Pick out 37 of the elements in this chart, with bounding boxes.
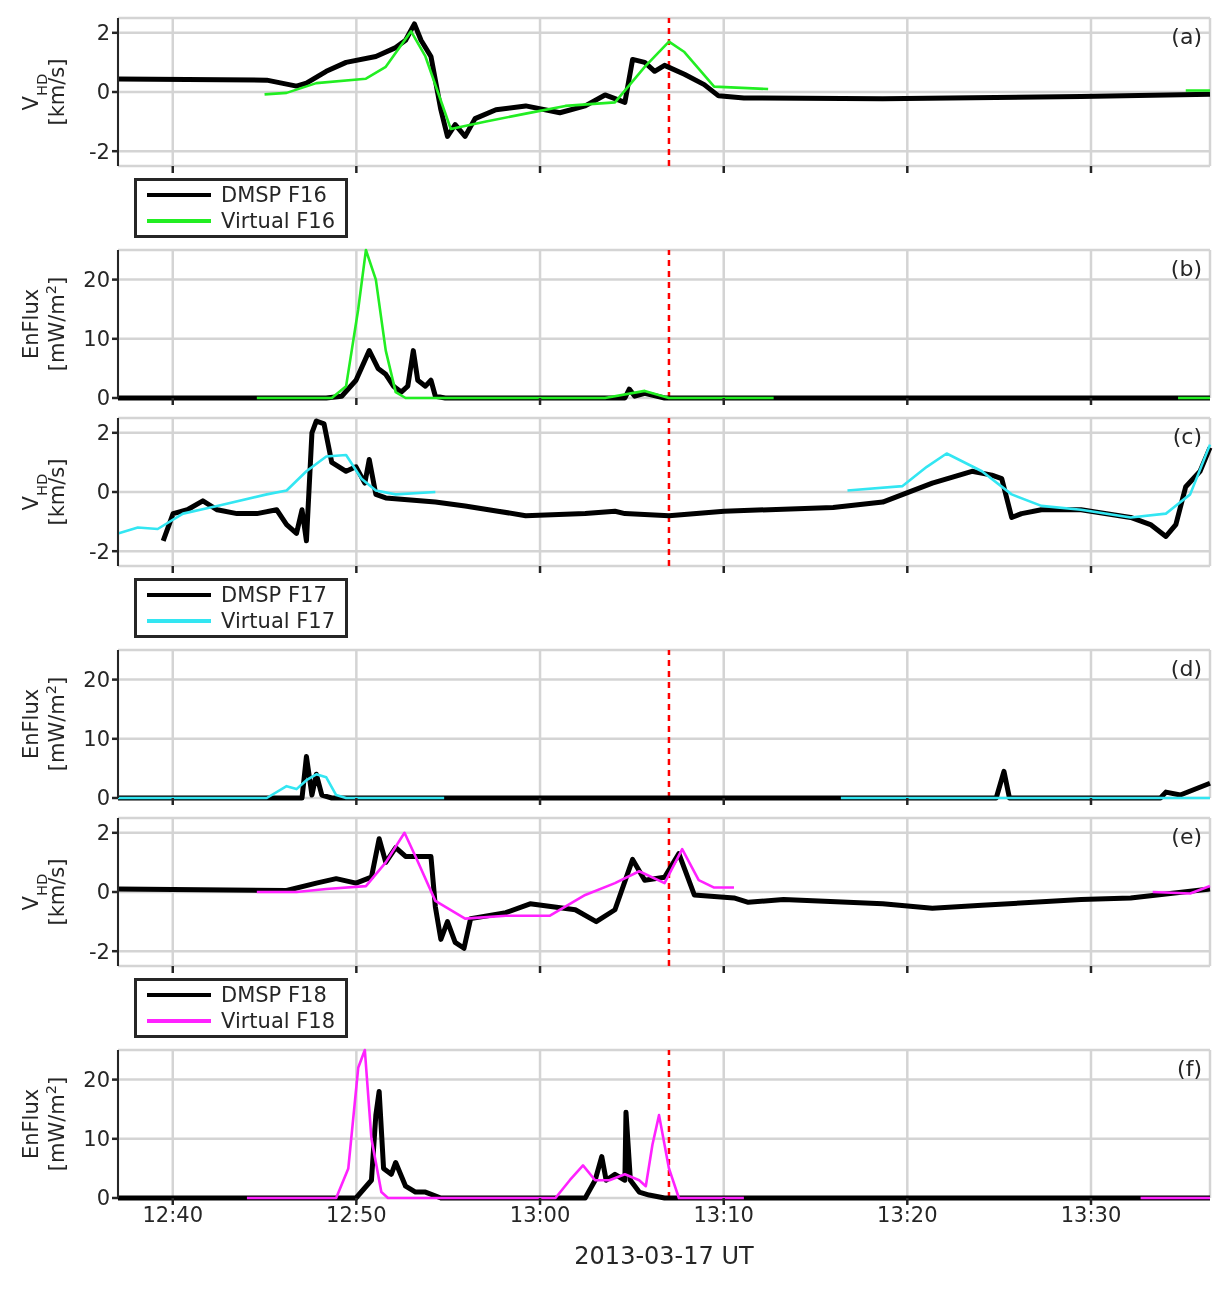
x-tick-label: 13:10	[693, 1202, 754, 1227]
y-tick-label: 20	[83, 1068, 110, 1093]
y-tick-label: 0	[96, 1186, 110, 1211]
y-tick-label: 0	[96, 80, 110, 105]
y-tick-label: 10	[83, 1127, 110, 1152]
y-tick-label: 20	[83, 268, 110, 293]
y-tick-label: -2	[89, 139, 110, 164]
y-tick-label: -2	[89, 939, 110, 964]
legend-label: Virtual F17	[221, 609, 336, 633]
y-tick-label: 2	[96, 421, 110, 446]
legend-label: DMSP F17	[221, 583, 327, 607]
legend-label: Virtual F18	[221, 1009, 336, 1033]
x-tick-label: 12:50	[326, 1202, 387, 1227]
legend-label: DMSP F16	[221, 183, 327, 207]
annotation: (b)	[1170, 256, 1202, 281]
annotation: (d)	[1170, 656, 1202, 681]
y-tick-label: 2	[96, 21, 110, 46]
y-tick-label: 20	[83, 668, 110, 693]
x-tick-label: 12:40	[142, 1202, 204, 1227]
annotation: (c)	[1172, 424, 1202, 449]
legend-label: Virtual F16	[221, 209, 336, 233]
x-tick-label: 13:30	[1060, 1202, 1122, 1227]
y-tick-label: 0	[96, 386, 110, 411]
annotation: (a)	[1171, 24, 1202, 49]
annotation: (f)	[1177, 1056, 1202, 1081]
x-axis-title: 2013-03-17 UT	[574, 1242, 754, 1270]
legend-label: DMSP F18	[221, 983, 327, 1007]
x-tick-label: 13:20	[877, 1202, 938, 1227]
x-tick-label: 13:00	[509, 1202, 571, 1227]
annotation: (e)	[1171, 824, 1202, 849]
y-tick-label: -2	[89, 539, 110, 564]
y-tick-label: 0	[96, 880, 110, 905]
y-tick-label: 10	[83, 327, 110, 352]
y-tick-label: 0	[96, 786, 110, 811]
y-tick-label: 10	[83, 727, 110, 752]
y-tick-label: 2	[96, 821, 110, 846]
y-tick-label: 0	[96, 480, 110, 505]
